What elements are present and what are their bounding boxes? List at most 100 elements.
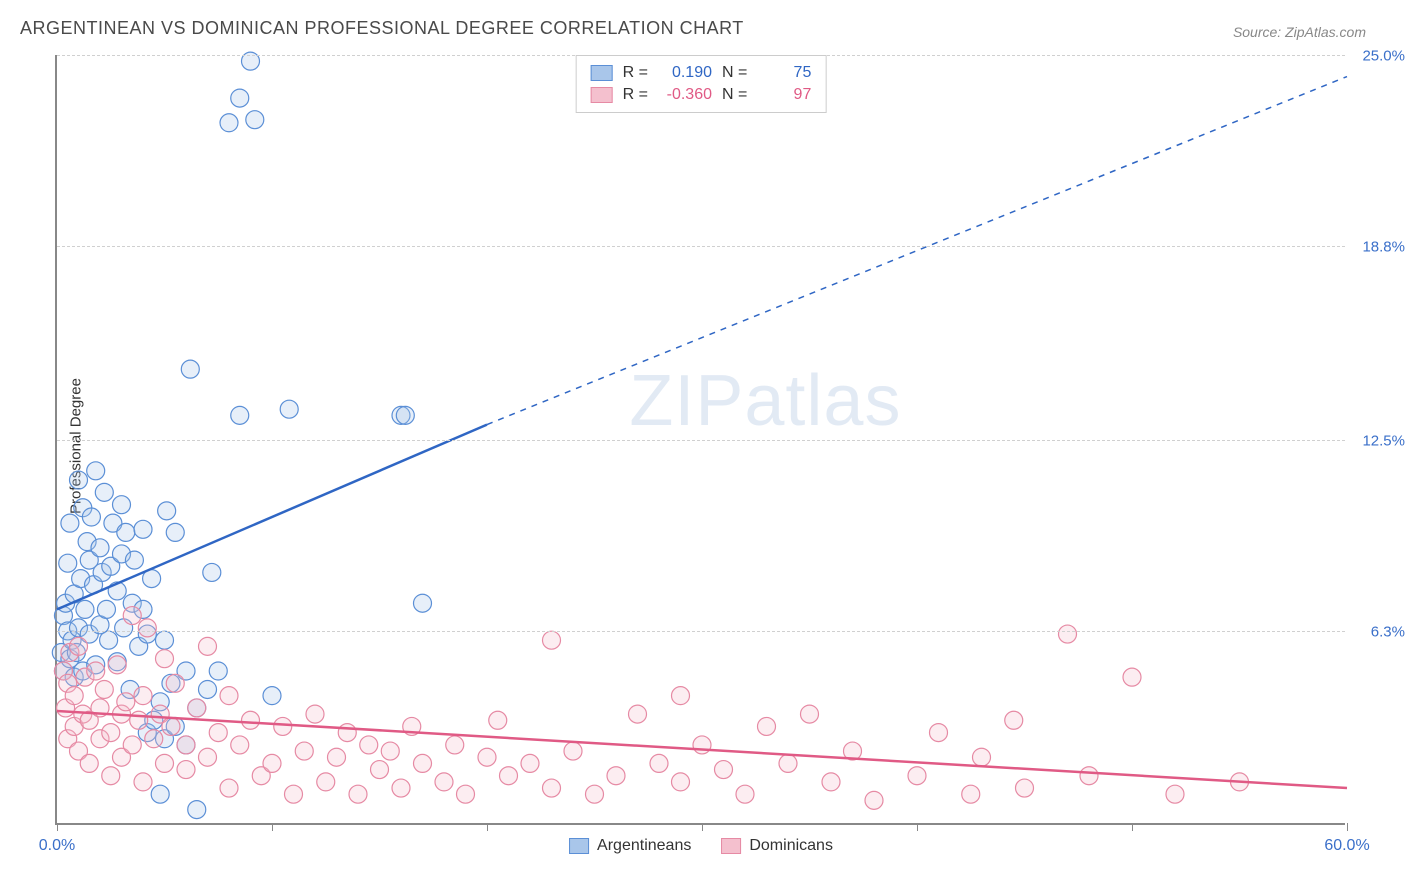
data-point — [360, 736, 378, 754]
chart-title: ARGENTINEAN VS DOMINICAN PROFESSIONAL DE… — [20, 18, 744, 39]
data-point — [181, 360, 199, 378]
data-point — [629, 705, 647, 723]
data-point — [199, 680, 217, 698]
data-point — [586, 785, 604, 803]
data-point — [672, 773, 690, 791]
trend-line — [57, 425, 487, 610]
data-point — [80, 754, 98, 772]
data-point — [1080, 767, 1098, 785]
data-point — [102, 767, 120, 785]
y-tick-label: 12.5% — [1350, 433, 1405, 450]
data-point — [1005, 711, 1023, 729]
data-point — [246, 111, 264, 129]
n-value: 97 — [757, 86, 811, 104]
data-point — [125, 551, 143, 569]
data-point — [95, 680, 113, 698]
legend-label: Argentineans — [597, 837, 691, 855]
data-point — [166, 523, 184, 541]
data-point — [151, 785, 169, 803]
data-point — [134, 773, 152, 791]
data-point — [231, 89, 249, 107]
chart-svg — [57, 55, 1345, 823]
data-point — [117, 523, 135, 541]
gridline: 12.5% — [57, 440, 1345, 441]
x-tick — [487, 823, 488, 831]
data-point — [61, 514, 79, 532]
data-point — [865, 791, 883, 809]
data-point — [108, 656, 126, 674]
data-point — [822, 773, 840, 791]
data-point — [973, 748, 991, 766]
data-point — [59, 554, 77, 572]
y-tick-label: 18.8% — [1350, 238, 1405, 255]
data-point — [930, 724, 948, 742]
data-point — [156, 631, 174, 649]
x-tick — [272, 823, 273, 831]
data-point — [209, 724, 227, 742]
n-value: 75 — [757, 64, 811, 82]
data-point — [123, 607, 141, 625]
data-point — [414, 594, 432, 612]
data-point — [123, 736, 141, 754]
data-point — [113, 496, 131, 514]
data-point — [295, 742, 313, 760]
data-point — [95, 483, 113, 501]
x-tick — [917, 823, 918, 831]
data-point — [97, 600, 115, 618]
gridline: 18.8% — [57, 246, 1345, 247]
data-point — [457, 785, 475, 803]
legend-item-dominicans: Dominicans — [721, 837, 833, 855]
data-point — [242, 711, 260, 729]
data-point — [220, 114, 238, 132]
correlation-legend: R = 0.190 N = 75 R = -0.360 N = 97 — [576, 55, 827, 113]
data-point — [607, 767, 625, 785]
data-point — [117, 693, 135, 711]
legend-row-dominicans: R = -0.360 N = 97 — [591, 84, 812, 106]
data-point — [70, 471, 88, 489]
x-tick — [1347, 823, 1348, 831]
data-point — [158, 502, 176, 520]
data-point — [1123, 668, 1141, 686]
data-point — [203, 563, 221, 581]
data-point — [177, 761, 195, 779]
data-point — [715, 761, 733, 779]
data-point — [280, 400, 298, 418]
x-tick — [1132, 823, 1133, 831]
data-point — [489, 711, 507, 729]
data-point — [801, 705, 819, 723]
legend-swatch-blue — [591, 65, 613, 81]
x-axis-start-label: 0.0% — [39, 837, 75, 855]
r-label: R = — [623, 86, 648, 104]
data-point — [162, 717, 180, 735]
y-tick-label: 25.0% — [1350, 48, 1405, 65]
data-point — [87, 662, 105, 680]
data-point — [650, 754, 668, 772]
data-point — [328, 748, 346, 766]
data-point — [543, 631, 561, 649]
trend-line-extrapolated — [487, 77, 1347, 425]
data-point — [220, 779, 238, 797]
data-point — [199, 637, 217, 655]
data-point — [87, 462, 105, 480]
data-point — [500, 767, 518, 785]
data-point — [1016, 779, 1034, 797]
data-point — [134, 687, 152, 705]
data-point — [1166, 785, 1184, 803]
data-point — [70, 637, 88, 655]
data-point — [100, 631, 118, 649]
n-label: N = — [722, 64, 747, 82]
data-point — [209, 662, 227, 680]
data-point — [693, 736, 711, 754]
legend-swatch-blue-icon — [569, 838, 589, 854]
data-point — [274, 717, 292, 735]
data-point — [564, 742, 582, 760]
data-point — [188, 699, 206, 717]
data-point — [381, 742, 399, 760]
data-point — [521, 754, 539, 772]
data-point — [91, 539, 109, 557]
data-point — [177, 736, 195, 754]
data-point — [65, 687, 83, 705]
data-point — [231, 736, 249, 754]
data-point — [446, 736, 464, 754]
x-tick — [57, 823, 58, 831]
